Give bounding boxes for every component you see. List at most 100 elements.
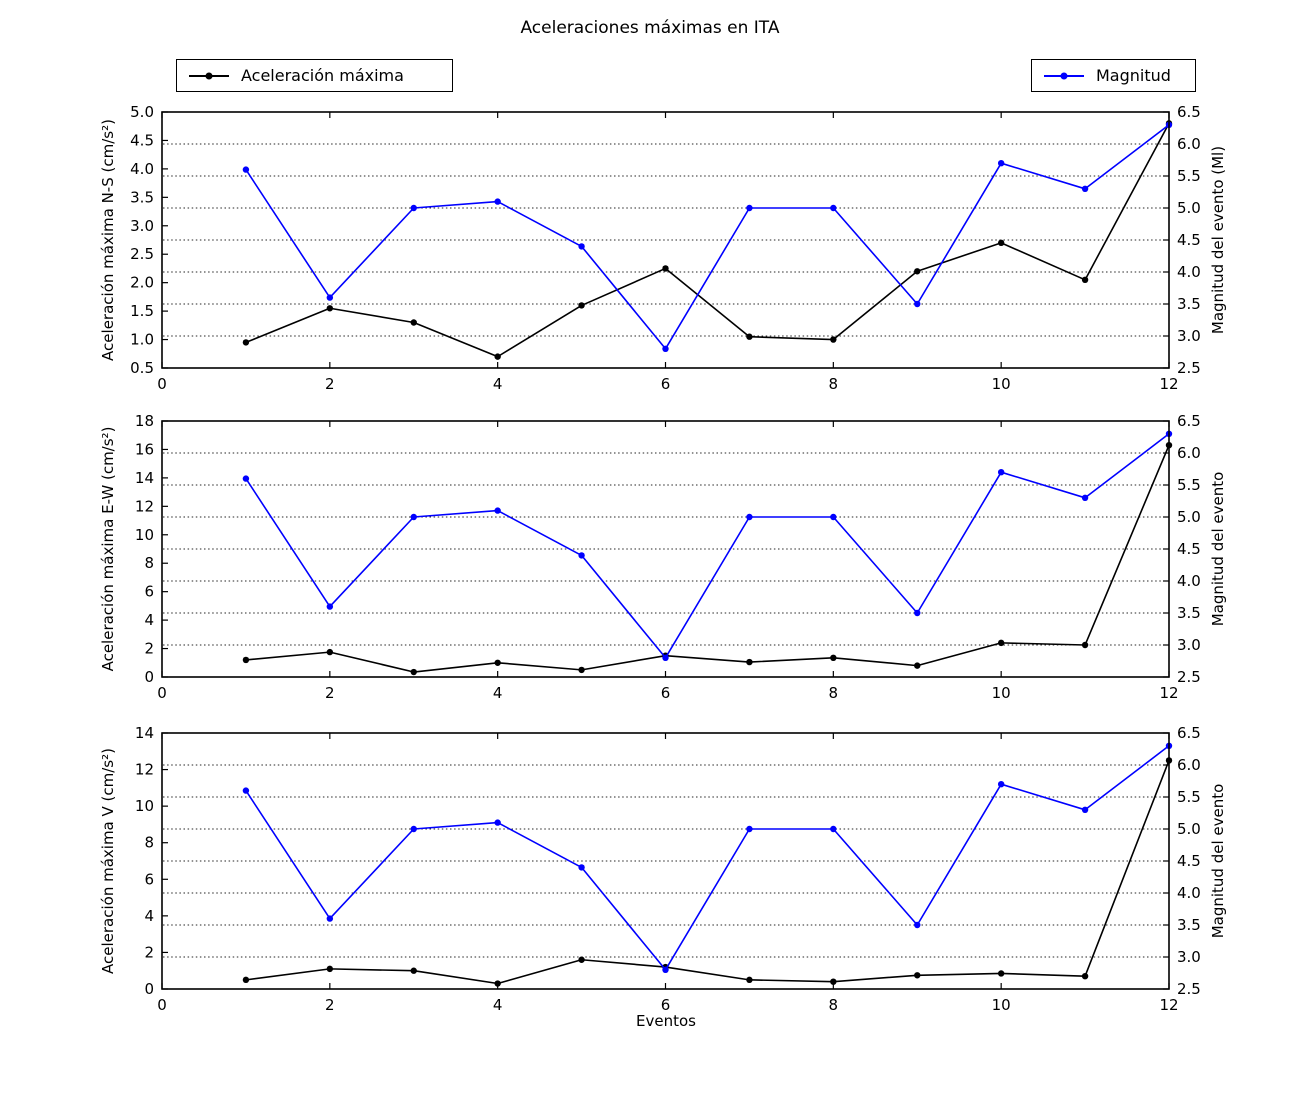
data-point: [1081, 973, 1089, 980]
svg-text:4.0: 4.0: [130, 160, 154, 178]
data-point: [410, 825, 417, 833]
data-point: [410, 204, 417, 212]
svg-text:2: 2: [144, 943, 154, 961]
data-point: [578, 956, 585, 963]
svg-text:10: 10: [135, 526, 154, 544]
svg-text:2: 2: [325, 996, 335, 1014]
subplot-1: 0 2 4 6 8 10 12 0 2 4 6 8 10 12 14 16 18 2.5 3.0 3.5 4.0 4.5 5…: [135, 412, 1201, 702]
svg-text:4: 4: [144, 907, 154, 925]
gridlines: [163, 764, 1168, 958]
svg-text:5.0: 5.0: [130, 103, 154, 121]
data-point: [914, 609, 921, 617]
data-point: [326, 305, 334, 312]
data-point: [326, 648, 334, 656]
data-point: [662, 654, 669, 661]
legend-magnitude-label: Magnitud: [1096, 66, 1171, 85]
svg-text:4.5: 4.5: [1177, 540, 1201, 558]
x-axis-ticks: 0 2 4 6 8 10 12: [157, 112, 1179, 393]
svg-text:4: 4: [144, 611, 154, 629]
data-point: [578, 666, 585, 674]
data-point: [1081, 276, 1089, 284]
svg-text:4: 4: [493, 684, 503, 702]
series-magnitude: [242, 742, 1173, 973]
y-axis-label-magnitude-2: Magnitud del evento: [1209, 471, 1227, 627]
svg-text:8: 8: [829, 375, 839, 393]
data-point: [1081, 806, 1089, 813]
data-point: [914, 972, 921, 979]
subplot-0: 0 2 4 6 8 10 120.51.01.52.02.53.03.54.04.55.02…: [130, 103, 1201, 393]
data-point: [410, 319, 417, 326]
data-point: [242, 656, 250, 664]
data-point: [746, 204, 753, 212]
right-axis-ticks: 2.5 3.0 3.5 4.0 4.5 5.0 5.5 6.0 6.5: [1163, 103, 1201, 377]
svg-text:2: 2: [144, 640, 154, 658]
data-point: [494, 507, 501, 514]
data-point: [494, 819, 501, 826]
left-axis-ticks: 0 2 4 6 8 10 12 14: [135, 724, 168, 998]
svg-text:14: 14: [135, 724, 154, 742]
axes-frame: [161, 111, 1170, 369]
series-magnitude: [242, 121, 1173, 352]
figure-title: Aceleraciones máximas en ITA: [520, 18, 780, 38]
svg-text:6: 6: [661, 684, 671, 702]
gridlines: [163, 452, 1168, 646]
data-point: [242, 339, 250, 346]
data-point: [410, 513, 417, 521]
data-point: [914, 268, 921, 275]
data-point: [830, 825, 837, 833]
data-point: [997, 469, 1005, 476]
data-point: [242, 475, 250, 482]
acceleration-line-sample: [189, 72, 229, 79]
svg-text:6.5: 6.5: [1177, 103, 1201, 121]
svg-text:6.0: 6.0: [1177, 756, 1201, 774]
data-point: [997, 160, 1005, 167]
svg-text:4.5: 4.5: [130, 131, 154, 149]
data-point: [746, 333, 753, 340]
data-point: [830, 336, 837, 343]
legend-acceleration: Aceleración máxima: [176, 59, 453, 92]
data-point: [494, 353, 501, 360]
legend-magnitude: Magnitud: [1031, 59, 1196, 92]
data-point: [746, 976, 753, 984]
data-point: [830, 654, 837, 661]
data-point: [746, 658, 753, 666]
data-point: [326, 915, 334, 922]
svg-text:14: 14: [135, 469, 154, 487]
data-point: [410, 668, 417, 676]
data-point: [746, 825, 753, 833]
svg-text:4: 4: [493, 996, 503, 1014]
svg-text:6: 6: [144, 583, 154, 601]
svg-text:4.5: 4.5: [1177, 852, 1201, 870]
svg-text:10: 10: [992, 996, 1011, 1014]
data-point: [662, 265, 669, 272]
svg-text:3.0: 3.0: [1177, 327, 1201, 345]
svg-text:2.0: 2.0: [130, 274, 154, 292]
svg-text:5.0: 5.0: [1177, 820, 1201, 838]
data-point: [914, 300, 921, 308]
svg-text:10: 10: [992, 375, 1011, 393]
data-point: [494, 198, 501, 205]
data-point: [746, 513, 753, 521]
svg-text:4.5: 4.5: [1177, 231, 1201, 249]
svg-text:6: 6: [661, 375, 671, 393]
y-axis-label-ns: Aceleración máxima N-S (cm/s²): [99, 119, 117, 361]
left-axis-ticks: 0.5 1.0 1.5 2.0 2.5 3.0 3.5 4.0 4.5 5.0: [130, 103, 168, 377]
x-axis-ticks: 0 2 4 6 8 10 12: [157, 421, 1179, 702]
svg-text:3.5: 3.5: [130, 188, 154, 206]
svg-text:1.0: 1.0: [130, 331, 154, 349]
data-point: [578, 302, 585, 309]
y-axis-label-magnitude-3: Magnitud del evento: [1209, 783, 1227, 939]
svg-text:12: 12: [135, 497, 154, 515]
right-axis-ticks: 2.5 3.0 3.5 4.0 4.5 5.0 5.5 6.0 6.5: [1163, 724, 1201, 998]
svg-text:8: 8: [829, 996, 839, 1014]
svg-text:12: 12: [135, 761, 154, 779]
svg-text:8: 8: [829, 684, 839, 702]
svg-text:1.5: 1.5: [130, 302, 154, 320]
subplot-2: 0 2 4 6 8 10 12 0 2 4 6 8 10 12 14 2.5 3.0 3.5 4.0 4.5 5.0 5.…: [135, 724, 1201, 1014]
svg-text:0: 0: [144, 668, 154, 686]
data-point: [242, 976, 250, 984]
axes-frame: [161, 420, 1170, 678]
svg-text:0.5: 0.5: [130, 359, 154, 377]
svg-text:0: 0: [157, 996, 167, 1014]
svg-text:0: 0: [157, 684, 167, 702]
